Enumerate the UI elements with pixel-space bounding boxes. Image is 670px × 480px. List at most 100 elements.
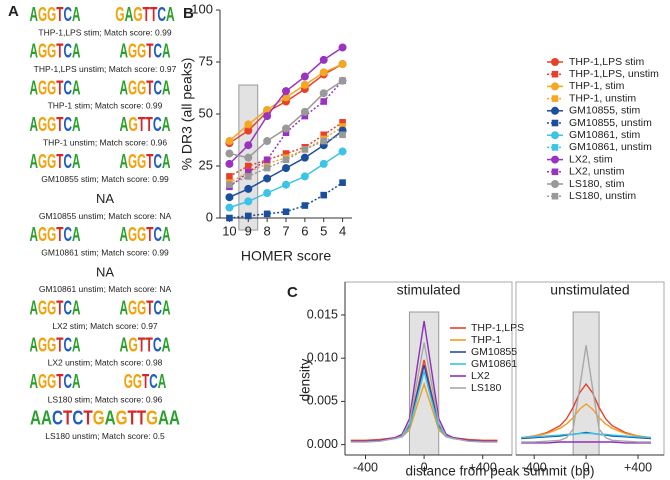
motif-logo: AGGTCA <box>30 151 81 173</box>
motif-logo: GAGTTCA <box>115 4 175 26</box>
marker <box>320 98 328 105</box>
marker <box>282 87 290 96</box>
motif-logo: AACTCTGAGTTGAA <box>30 408 180 430</box>
marker <box>551 192 559 200</box>
panel-title: unstimulated <box>550 282 629 298</box>
marker <box>551 144 559 151</box>
legend-label: LX2, unstim <box>569 166 625 178</box>
marker <box>339 123 346 130</box>
motif-logo: AGGTCA <box>120 224 171 246</box>
marker <box>339 131 346 139</box>
series-line <box>521 345 651 443</box>
marker <box>282 129 290 137</box>
motif-caption: THP-1 stim; Match score: 0.99 <box>48 101 163 111</box>
motif-caption: GM10861 unstim; Match score: NA <box>39 284 172 294</box>
marker <box>263 210 271 218</box>
marker <box>320 191 328 199</box>
marker <box>244 197 253 206</box>
marker <box>225 159 234 168</box>
y-tick-label: 0.010 <box>307 350 338 364</box>
marker <box>263 174 272 183</box>
motif-logo: AGGTCA <box>30 335 81 357</box>
panel-label: B <box>183 5 194 22</box>
y-tick-label: 100 <box>191 1 213 16</box>
marker <box>282 150 290 157</box>
legend-label: GM10855 <box>471 346 517 358</box>
marker <box>225 137 234 146</box>
legend-label: GM10855, stim <box>569 105 640 117</box>
marker <box>551 58 559 66</box>
x-tick-label: 8 <box>264 223 271 238</box>
na-label: NA <box>96 191 114 206</box>
marker <box>320 137 328 145</box>
series-line <box>521 403 652 439</box>
series-line <box>350 342 498 443</box>
marker <box>263 189 272 198</box>
legend-label: THP-1 <box>471 334 501 346</box>
series-line <box>521 432 652 439</box>
marker <box>319 55 328 64</box>
legend-label: THP-1, stim <box>569 80 625 92</box>
x-tick-label: -400 <box>522 460 547 474</box>
motif-logo: AGGTCA <box>120 41 171 63</box>
marker <box>263 137 272 146</box>
legend-label: LX2 <box>471 370 490 382</box>
series-line <box>521 382 652 439</box>
marker <box>244 126 253 135</box>
marker <box>300 172 309 181</box>
legend-label: LS180, unstim <box>569 190 636 202</box>
marker <box>551 95 559 102</box>
motif-logo: GGTCA <box>124 371 167 393</box>
legend-label: THP-1,LPS <box>471 322 524 334</box>
motif-logo: AGGTCA <box>30 41 81 63</box>
marker <box>225 149 234 158</box>
x-tick-label: 5 <box>320 223 327 238</box>
marker <box>301 146 309 153</box>
marker <box>300 107 309 116</box>
marker <box>551 106 559 115</box>
x-tick-label: +400 <box>469 460 497 474</box>
motif-caption: THP-1,LPS unstim; Match score: 0.97 <box>34 64 177 74</box>
marker <box>338 76 347 85</box>
legend-label: THP-1, unstim <box>569 92 636 104</box>
y-tick-label: 25 <box>199 157 213 172</box>
marker <box>301 202 309 209</box>
series-line <box>521 431 652 440</box>
marker <box>244 168 252 176</box>
marker <box>319 68 328 77</box>
motif-logo: AGTTCA <box>120 114 171 136</box>
marker <box>339 119 346 126</box>
legend-label: THP-1,LPS stim <box>569 56 645 68</box>
marker <box>282 180 290 189</box>
motif-caption: THP-1 unstim; Match score: 0.96 <box>43 137 168 147</box>
motif-logo: AGGTCA <box>30 371 81 393</box>
marker <box>263 112 272 121</box>
marker <box>551 82 559 91</box>
marker <box>226 181 233 189</box>
motif-caption: LS180 unstim; Match score: 0.5 <box>45 431 165 441</box>
marker <box>551 155 559 164</box>
legend-label: GM10861 <box>471 358 517 370</box>
marker <box>244 153 253 162</box>
marker <box>319 159 328 168</box>
motif-caption: GM10855 stim; Match score: 0.99 <box>41 174 169 184</box>
marker <box>338 60 347 69</box>
x-tick-label: 9 <box>245 223 252 238</box>
motif-logo: AGGTCA <box>120 298 171 320</box>
y-tick-label: 0.015 <box>307 307 338 321</box>
panel-label: A <box>8 3 19 20</box>
x-axis-label: HOMER score <box>241 248 331 264</box>
legend-label: LX2, stim <box>569 153 613 165</box>
legend-label: LS180, stim <box>569 178 625 190</box>
marker <box>263 164 271 172</box>
x-axis-label: distance from peak summit (bp) <box>405 464 594 479</box>
legend-label: GM10861, unstim <box>569 141 652 153</box>
marker <box>226 214 233 222</box>
motif-logo: AGGTCA <box>30 4 81 26</box>
marker <box>300 72 309 81</box>
y-tick-label: 0.005 <box>307 394 338 408</box>
marker <box>225 203 234 212</box>
series-line <box>521 441 651 444</box>
marker <box>244 212 252 220</box>
